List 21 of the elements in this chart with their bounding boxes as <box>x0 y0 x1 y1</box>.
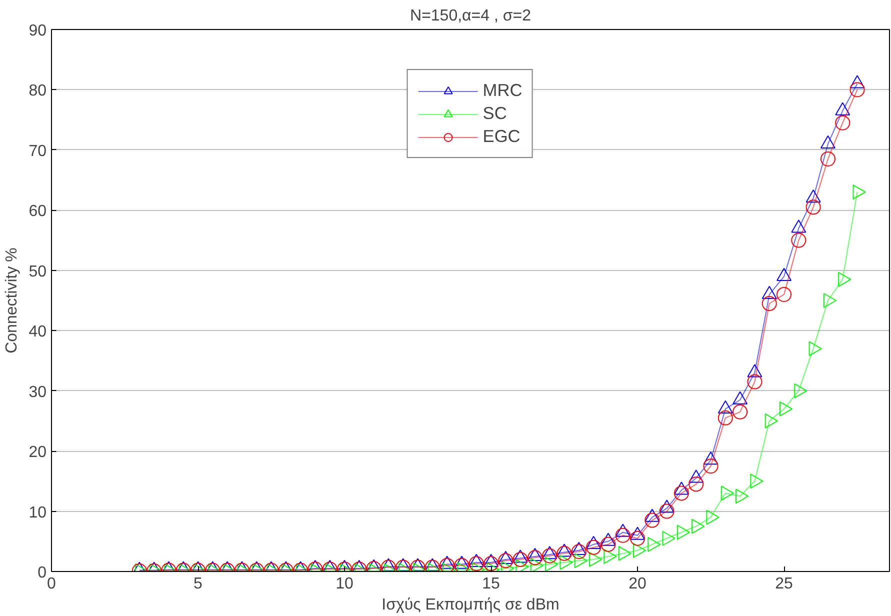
y-tick-label: 80 <box>28 82 47 100</box>
y-tick-label: 40 <box>28 324 47 341</box>
legend-label: MRC <box>482 80 522 101</box>
x-tick-label: 5 <box>194 576 203 592</box>
x-tick-label: 10 <box>336 576 354 592</box>
y-tick-label: 0 <box>38 564 47 582</box>
chart-title: N=150,α=4 , σ=2 <box>410 8 532 24</box>
y-tick-label: 50 <box>28 263 47 280</box>
y-tick-label: 70 <box>28 142 47 160</box>
y-tick-label: 60 <box>28 203 47 220</box>
y-tick-label: 90 <box>28 22 47 40</box>
y-tick-label: 10 <box>28 504 47 522</box>
x-axis-title: Ισχύς Εκπομπής σε dBm <box>382 596 560 614</box>
y-axis-title: Connectivity % <box>4 248 21 354</box>
legend-label: EGC <box>482 126 520 147</box>
x-tick-label: 15 <box>482 576 500 592</box>
y-tick-label: 30 <box>28 384 47 401</box>
y-tick-label: 20 <box>28 444 47 462</box>
x-tick-label: 20 <box>628 576 647 592</box>
legend-label: SC <box>482 103 507 124</box>
x-tick-label: 25 <box>775 576 794 592</box>
